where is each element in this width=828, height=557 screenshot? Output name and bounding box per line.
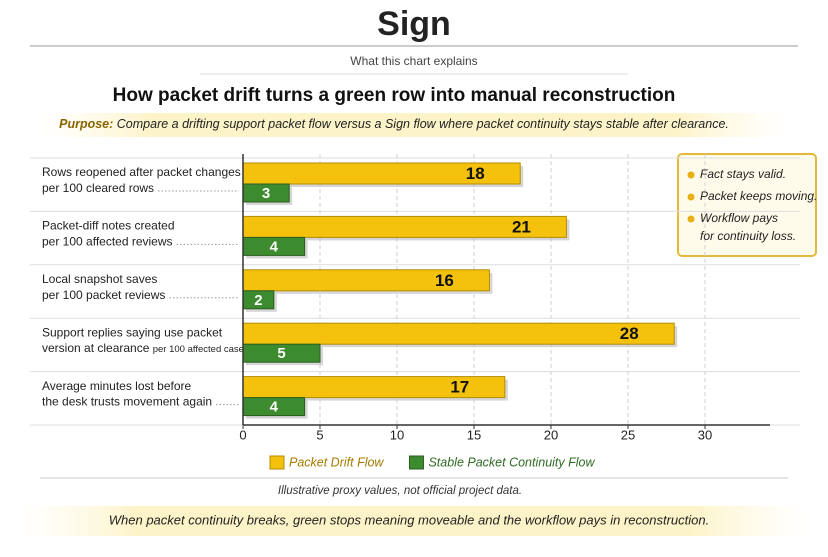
category-unit: per 100 affected cases xyxy=(153,344,249,355)
callout-text: for continuity loss. xyxy=(700,229,796,243)
x-tick-label: 30 xyxy=(698,427,712,442)
purpose-label: Purpose: xyxy=(59,117,113,131)
value-label: 17 xyxy=(450,378,469,397)
x-tick-label: 10 xyxy=(390,427,404,442)
value-label: 3 xyxy=(262,185,270,202)
subheader: What this chart explains xyxy=(350,54,477,68)
legend-label: Packet Drift Flow xyxy=(289,455,384,469)
value-label: 4 xyxy=(270,399,279,416)
category-line: version at clearance xyxy=(42,341,150,355)
value-label: 28 xyxy=(620,324,639,343)
callout-bullet xyxy=(687,193,695,201)
chart-title: How packet drift turns a green row into … xyxy=(113,85,676,106)
category-label: Packet-diff notes created xyxy=(42,219,175,233)
category-line: per 100 affected reviews xyxy=(42,235,173,249)
legend-swatch xyxy=(408,455,424,470)
x-tick-label: 20 xyxy=(544,427,558,442)
category-label: the desk trusts movement again xyxy=(42,395,212,409)
x-tick-label: 25 xyxy=(621,427,635,442)
callout-bullet xyxy=(687,215,695,223)
value-label: 18 xyxy=(466,164,485,183)
value-label: 21 xyxy=(512,217,531,236)
category-line: per 100 packet reviews xyxy=(42,288,165,302)
x-tick-label: 15 xyxy=(467,427,481,442)
purpose: Purpose: Compare a drifting support pack… xyxy=(59,117,729,131)
category-line: per 100 cleared rows xyxy=(42,181,154,195)
value-label: 4 xyxy=(270,238,279,255)
value-label: 16 xyxy=(435,271,454,290)
category-label: per 100 affected reviews xyxy=(42,235,173,249)
header: Sign xyxy=(377,5,451,43)
callout-bullet xyxy=(687,171,695,179)
callout-text: Workflow pays xyxy=(700,211,778,225)
category-label: Rows reopened after packet changes xyxy=(42,165,241,179)
note: Illustrative proxy values, not official … xyxy=(278,485,522,497)
category-line: the desk trusts movement again xyxy=(42,395,212,409)
footer-band xyxy=(20,506,808,536)
x-tick-label: 5 xyxy=(316,427,323,442)
category-label: Average minutes lost before xyxy=(42,379,192,393)
x-tick-label: 0 xyxy=(239,427,246,442)
callout-text: Fact stays valid. xyxy=(700,167,786,181)
purpose-text: Compare a drifting support packet flow v… xyxy=(117,117,729,131)
category-label: version at clearance per 100 affected ca… xyxy=(42,341,249,355)
callout-box xyxy=(677,153,817,257)
footer: When packet continuity breaks, green sto… xyxy=(109,512,710,527)
category-label: Support replies saying use packet xyxy=(42,325,223,339)
value-label: 2 xyxy=(254,292,262,309)
callout-text: Packet keeps moving. xyxy=(700,189,817,203)
purpose-band xyxy=(40,113,788,137)
bar xyxy=(242,322,675,345)
legend-swatch xyxy=(269,455,285,470)
category-label: Local snapshot saves xyxy=(42,272,157,286)
legend-label: Stable Packet Continuity Flow xyxy=(428,455,595,469)
category-label: per 100 packet reviews xyxy=(42,288,165,302)
category-label: per 100 cleared rows xyxy=(42,181,154,195)
value-label: 5 xyxy=(277,345,285,362)
